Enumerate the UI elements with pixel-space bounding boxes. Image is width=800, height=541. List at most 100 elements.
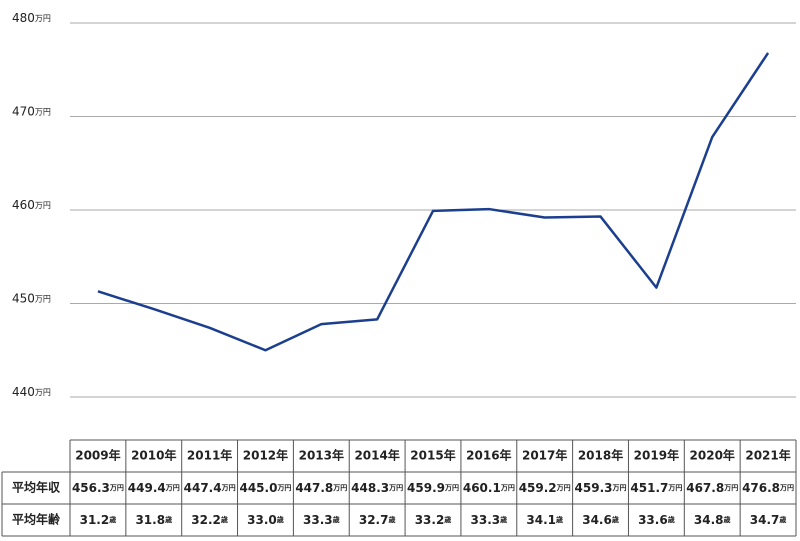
cell-value: 34.1 (526, 513, 556, 527)
cell-unit: 万円 (779, 484, 794, 492)
cell-value: 33.3 (471, 513, 501, 527)
cell-value: 34.6 (582, 513, 612, 527)
cell-unit: 万円 (444, 484, 459, 492)
y-tick-label: 480万円 (12, 11, 51, 25)
cell-unit: 歳 (500, 515, 507, 524)
y-tick-unit: 万円 (35, 107, 51, 116)
cell-unit: 歳 (612, 515, 619, 524)
cell-value: 33.3 (303, 513, 333, 527)
y-tick-value: 480 (12, 11, 35, 25)
table-cell: 33.3歳 (471, 513, 508, 527)
cell-unit: 万円 (723, 484, 738, 492)
table-cell: 33.0歳 (247, 513, 284, 527)
cell-unit: 万円 (667, 484, 682, 492)
y-tick-value: 460 (12, 198, 35, 212)
cell-unit: 万円 (556, 484, 571, 492)
table-cell: 34.8歳 (694, 513, 731, 527)
y-tick-label: 460万円 (12, 198, 51, 212)
table-cell: 447.8万円 (295, 481, 347, 495)
y-tick-value: 470 (12, 104, 35, 118)
y-tick-unit: 万円 (35, 14, 51, 23)
cell-value: 451.7 (630, 481, 668, 495)
table-cell: 32.7歳 (359, 513, 396, 527)
cell-unit: 歳 (444, 515, 451, 524)
y-tick-value: 450 (12, 291, 35, 305)
table-cell: 459.3万円 (575, 481, 627, 495)
x-tick-label: 2017年 (522, 448, 567, 463)
x-tick-label: 2012年 (243, 448, 288, 463)
table-cell: 456.3万円 (72, 481, 124, 495)
cell-unit: 万円 (109, 484, 124, 492)
table-cell: 33.3歳 (303, 513, 340, 527)
y-tick-value: 440 (12, 385, 35, 399)
x-tick-label: 2015年 (410, 448, 455, 463)
cell-value: 447.4 (184, 481, 222, 495)
cell-unit: 歳 (277, 515, 284, 524)
cell-value: 33.2 (415, 513, 445, 527)
table-cell: 449.4万円 (128, 481, 180, 495)
table-cell: 467.8万円 (686, 481, 738, 495)
y-tick-label: 470万円 (12, 104, 51, 118)
y-tick-label: 450万円 (12, 291, 51, 305)
table-cell: 476.8万円 (742, 481, 794, 495)
cell-value: 449.4 (128, 481, 166, 495)
cell-value: 467.8 (686, 481, 724, 495)
cell-value: 31.2 (80, 513, 110, 527)
cell-value: 34.7 (750, 513, 780, 527)
cell-value: 32.2 (191, 513, 221, 527)
cell-value: 31.8 (135, 513, 165, 527)
table-cell: 31.2歳 (80, 513, 117, 527)
cell-unit: 歳 (779, 515, 786, 524)
x-tick-label: 2014年 (354, 448, 399, 463)
x-tick-label: 2021年 (745, 448, 790, 463)
table-cell: 445.0万円 (239, 481, 291, 495)
table-cell: 34.6歳 (582, 513, 619, 527)
cell-value: 476.8 (742, 481, 780, 495)
cell-unit: 歳 (668, 515, 675, 524)
cell-value: 33.6 (638, 513, 668, 527)
cell-value: 459.3 (575, 481, 613, 495)
table-cell: 448.3万円 (351, 481, 403, 495)
table-cell: 459.9万円 (407, 481, 459, 495)
cell-unit: 歳 (221, 515, 228, 524)
y-tick-label: 440万円 (12, 385, 51, 399)
table-cell: 33.2歳 (415, 513, 452, 527)
table-cell: 32.2歳 (191, 513, 228, 527)
cell-unit: 万円 (388, 484, 403, 492)
cell-value: 445.0 (239, 481, 277, 495)
x-tick-label: 2013年 (299, 448, 344, 463)
cell-value: 34.8 (694, 513, 724, 527)
table-cell: 34.7歳 (750, 513, 787, 527)
table-cell: 33.6歳 (638, 513, 675, 527)
table-cell: 460.1万円 (463, 481, 515, 495)
cell-value: 447.8 (295, 481, 333, 495)
cell-value: 456.3 (72, 481, 110, 495)
table-cell: 459.2万円 (519, 481, 571, 495)
table-cell: 447.4万円 (184, 481, 236, 495)
cell-unit: 万円 (612, 484, 627, 492)
cell-unit: 万円 (332, 484, 347, 492)
cell-unit: 歳 (333, 515, 340, 524)
table-cell: 451.7万円 (630, 481, 682, 495)
x-tick-label: 2020年 (690, 448, 735, 463)
cell-unit: 歳 (109, 515, 116, 524)
cell-unit: 万円 (500, 484, 515, 492)
row-label: 平均年収 (12, 480, 61, 495)
x-tick-label: 2011年 (187, 448, 232, 463)
cell-value: 33.0 (247, 513, 277, 527)
cell-value: 448.3 (351, 481, 389, 495)
table-cell: 31.8歳 (135, 513, 172, 527)
line-series (97, 52, 770, 352)
row-label: 平均年齢 (12, 512, 61, 527)
y-tick-unit: 万円 (35, 388, 51, 397)
cell-unit: 万円 (276, 484, 291, 492)
cell-value: 459.2 (519, 481, 557, 495)
x-tick-label: 2019年 (634, 448, 679, 463)
y-tick-unit: 万円 (35, 294, 51, 303)
cell-unit: 万円 (221, 484, 236, 492)
x-tick-label: 2016年 (466, 448, 511, 463)
cell-value: 32.7 (359, 513, 389, 527)
cell-value: 459.9 (407, 481, 445, 495)
cell-unit: 歳 (165, 515, 172, 524)
